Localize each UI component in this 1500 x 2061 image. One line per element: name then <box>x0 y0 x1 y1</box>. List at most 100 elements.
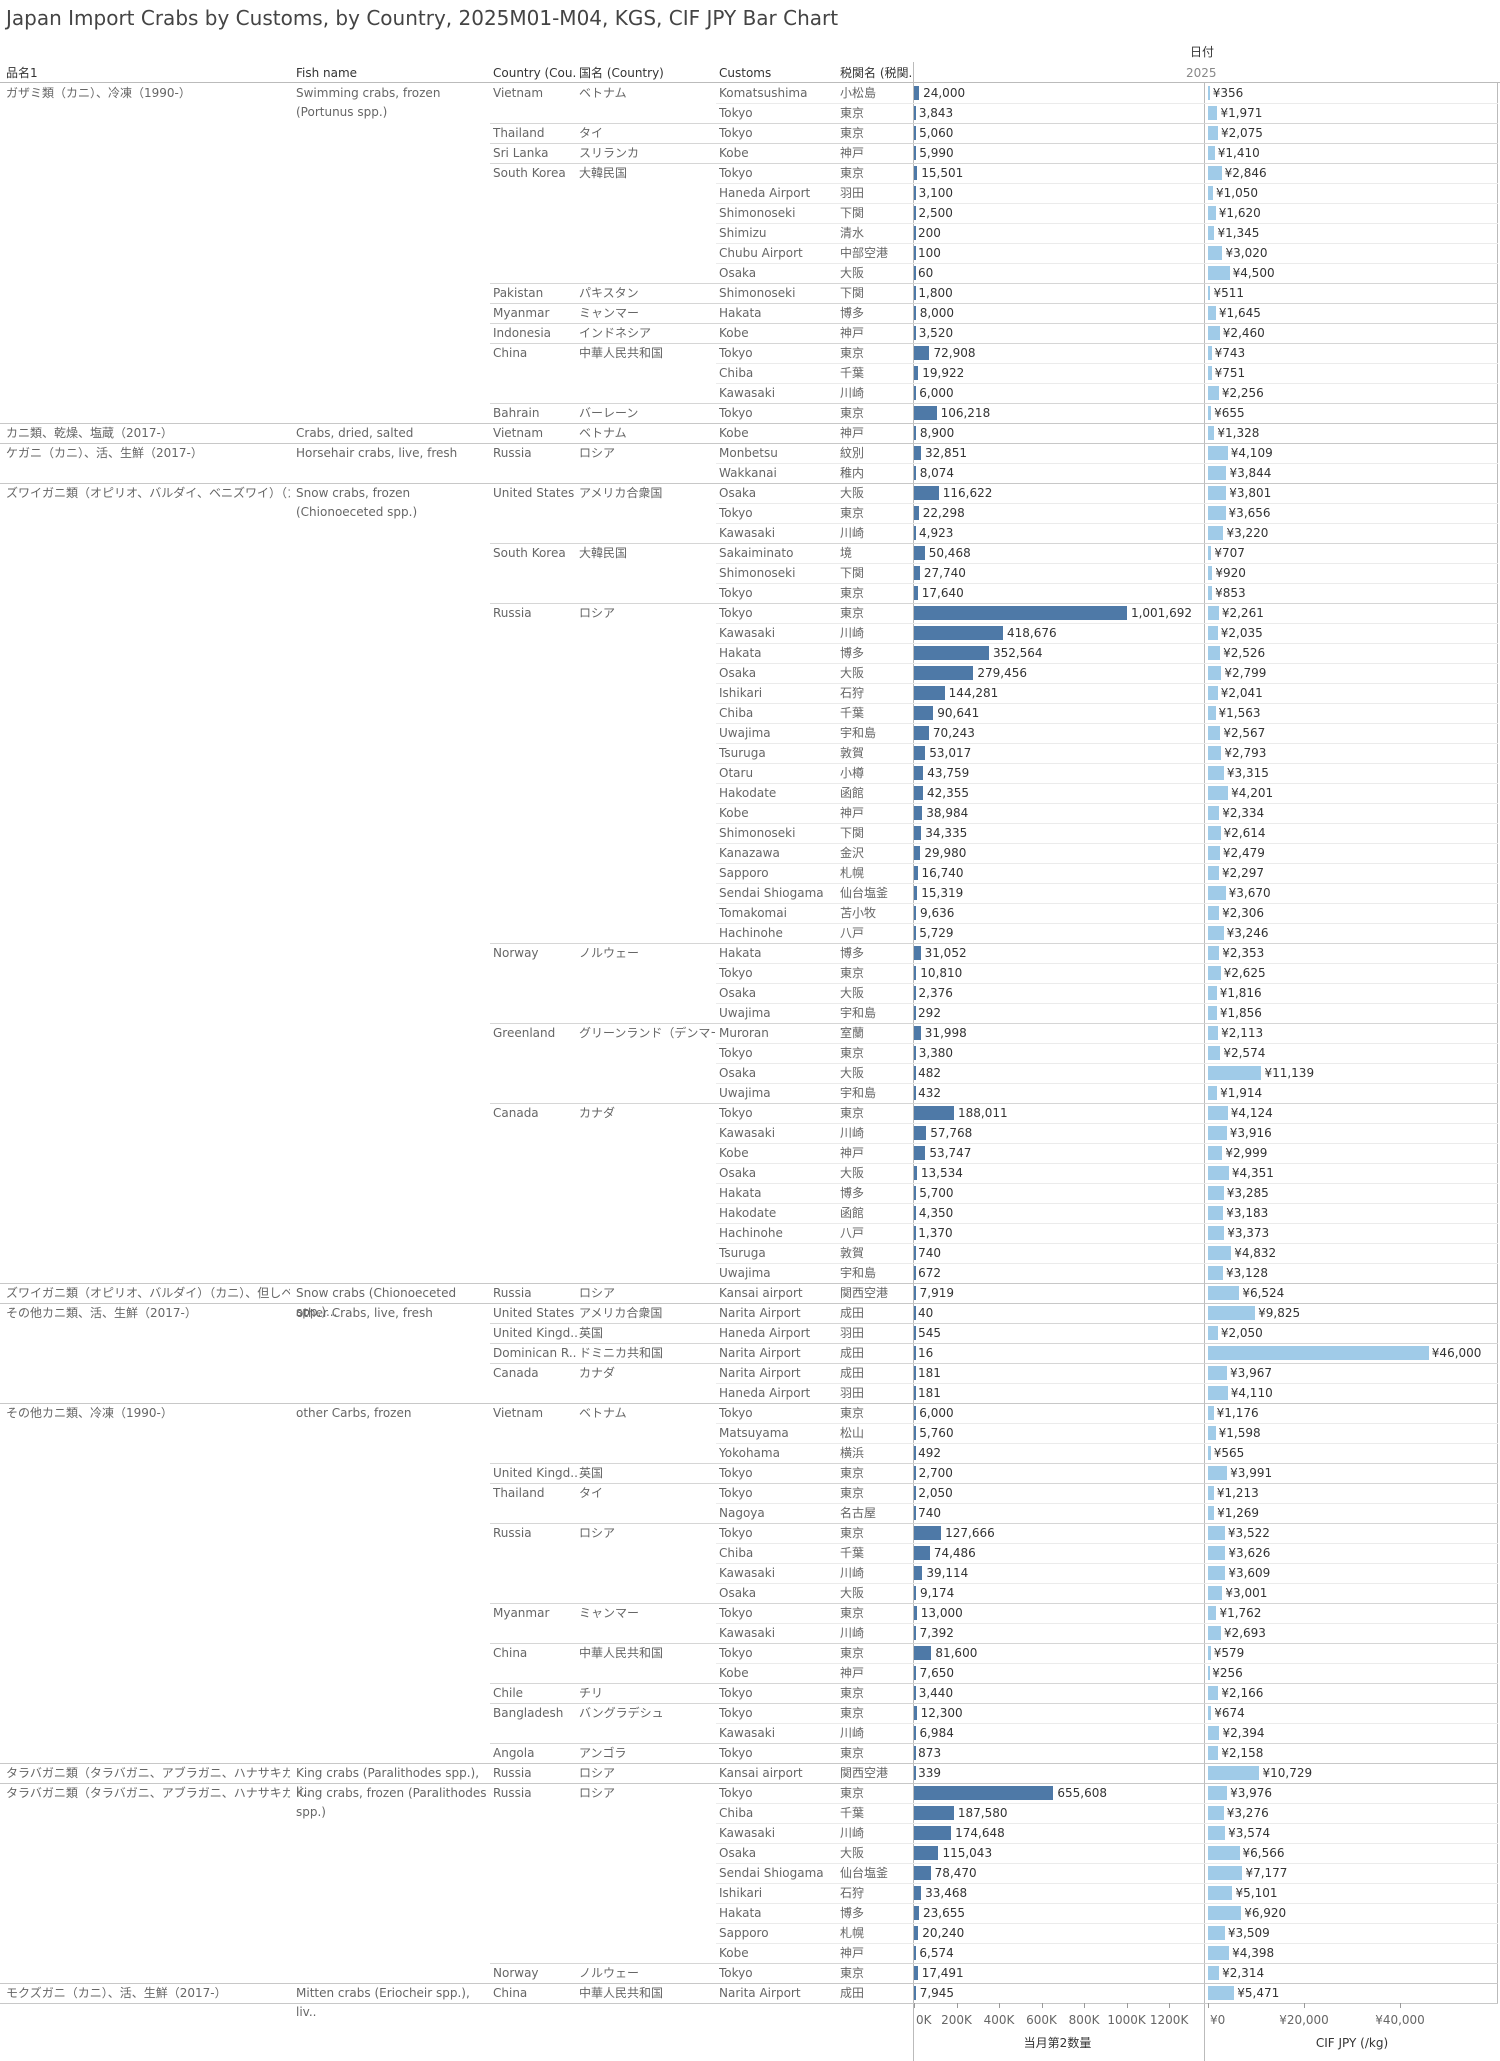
price-label: ¥707 <box>1214 546 1245 560</box>
country-label: Bahrain <box>493 406 540 420</box>
customs-jp-label: 東京 <box>840 1786 865 1800</box>
customs-jp-label: 東京 <box>840 1466 865 1480</box>
quantity-label: 187,580 <box>957 1806 1008 1820</box>
price-label: ¥3,574 <box>1228 1826 1271 1840</box>
fish-name-label: King crabs, frozen (Paralithodes spp.) <box>296 1785 487 1819</box>
customs-jp-label: 東京 <box>840 106 865 120</box>
quantity-label: 16,740 <box>921 866 964 880</box>
price-label: ¥511 <box>1213 286 1244 300</box>
quantity-label: 1,001,692 <box>1130 606 1193 620</box>
price-bar <box>1208 126 1218 140</box>
price-bar <box>1208 546 1212 560</box>
price-bar <box>1208 746 1222 760</box>
product-label: ガザミ類（カニ）、冷凍（1990-） <box>6 86 191 100</box>
fish-name-label: Horsehair crabs, live, fresh <box>296 445 458 460</box>
country-label: Canada <box>493 1366 539 1380</box>
quantity-bar <box>914 1286 916 1300</box>
customs-label: Narita Airport <box>719 1346 801 1360</box>
row-divider <box>716 883 1498 884</box>
customs-jp-label: 東京 <box>840 1406 865 1420</box>
customs-jp-label: 千葉 <box>840 366 865 380</box>
quantity-label: 352,564 <box>992 646 1043 660</box>
quantity-label: 432 <box>918 1086 941 1100</box>
price-label: ¥2,306 <box>1222 906 1265 920</box>
quantity-bar <box>914 1846 939 1860</box>
price-label: ¥3,656 <box>1228 506 1271 520</box>
quantity-bar <box>914 1866 931 1880</box>
price-label: ¥2,075 <box>1220 126 1263 140</box>
quantity-bar <box>914 286 916 300</box>
quantity-bar <box>914 1786 1054 1800</box>
group-divider <box>0 1403 1498 1404</box>
row-divider <box>716 963 1498 964</box>
fish-name-label: other Carbs, frozen <box>296 1405 412 1420</box>
customs-label: Tokyo <box>719 1486 753 1500</box>
quantity-bar <box>914 1166 917 1180</box>
price-label: ¥3,844 <box>1229 466 1272 480</box>
country-divider <box>490 1523 1498 1524</box>
tick-mark <box>914 2003 915 2008</box>
customs-jp-label: 関西空港 <box>840 1286 889 1300</box>
customs-label: Kobe <box>719 146 749 160</box>
customs-jp-label: 博多 <box>840 1186 865 1200</box>
quantity-bar <box>914 226 916 240</box>
fish-name-label: Snow crabs (Chionoeceted spp.)... <box>296 1285 457 1319</box>
price-label: ¥3,522 <box>1227 1526 1270 1540</box>
quantity-label: 6,574 <box>919 1946 954 1960</box>
product-label: タラバガニ類（タラバガニ、アブラガニ、ハナサキガニ）（カニ.. <box>6 1786 290 1800</box>
price-label: ¥2,353 <box>1222 946 1265 960</box>
quantity-label: 78,470 <box>934 1866 977 1880</box>
price-bar <box>1208 926 1224 940</box>
price-bar <box>1208 1026 1219 1040</box>
customs-jp-label: 大阪 <box>840 266 865 280</box>
country-label: Thailand <box>493 126 545 140</box>
price-bar <box>1208 1226 1225 1240</box>
customs-jp-label: 大阪 <box>840 486 865 500</box>
price-bar <box>1208 106 1218 120</box>
quantity-label: 57,768 <box>930 1126 973 1140</box>
quantity-bar <box>914 386 916 400</box>
quantity-bar <box>914 1966 918 1980</box>
country-divider <box>490 403 1498 404</box>
customs-label: Kawasaki <box>719 1566 776 1580</box>
customs-label: Chiba <box>719 366 754 380</box>
quantity-label: 72,908 <box>933 346 976 360</box>
customs-jp-label: 成田 <box>840 1306 865 1320</box>
price-bar <box>1208 1646 1211 1660</box>
customs-jp-label: 東京 <box>840 1706 865 1720</box>
country-jp-label: ロシア <box>579 1526 616 1540</box>
country-jp-label: パキスタン <box>579 286 639 300</box>
country-label: Vietnam <box>493 426 544 440</box>
quantity-label: 32,851 <box>924 446 967 460</box>
country-jp-label: ノルウェー <box>579 946 640 960</box>
country-label: Russia <box>493 446 532 460</box>
price-bar <box>1208 986 1217 1000</box>
country-divider <box>490 323 1498 324</box>
row-divider <box>716 203 1498 204</box>
customs-label: Narita Airport <box>719 1366 801 1380</box>
customs-jp-label: 大阪 <box>840 1066 865 1080</box>
price-bar <box>1208 626 1218 640</box>
customs-jp-label: 川崎 <box>840 1626 865 1640</box>
quantity-label: 42,355 <box>927 786 969 800</box>
price-label: ¥2,460 <box>1222 326 1265 340</box>
product-label: ズワイガニ類（オピリオ、バルダイ、ベニズワイ）（カニ、冷.. <box>6 486 290 500</box>
price-label: ¥6,566 <box>1242 1846 1285 1860</box>
customs-label: Tokyo <box>719 1526 753 1540</box>
price-label: ¥4,110 <box>1230 1386 1273 1400</box>
customs-jp-label: 神戸 <box>840 146 865 160</box>
quantity-bar <box>914 446 921 460</box>
customs-label: Shimonoseki <box>719 206 796 220</box>
group-divider <box>0 443 1498 444</box>
country-label: United Kingd.. <box>493 1466 577 1480</box>
price-bar <box>1208 446 1228 460</box>
quantity-label: 15,501 <box>921 166 964 180</box>
price-bar <box>1208 346 1212 360</box>
customs-jp-label: 東京 <box>840 346 865 360</box>
price-bar <box>1208 1606 1217 1620</box>
row-divider <box>716 1823 1498 1824</box>
price-bar <box>1208 1066 1262 1080</box>
country-divider <box>490 1103 1498 1104</box>
column-header: Country (Cou.. <box>493 66 577 80</box>
quantity-label: 672 <box>918 1266 942 1280</box>
